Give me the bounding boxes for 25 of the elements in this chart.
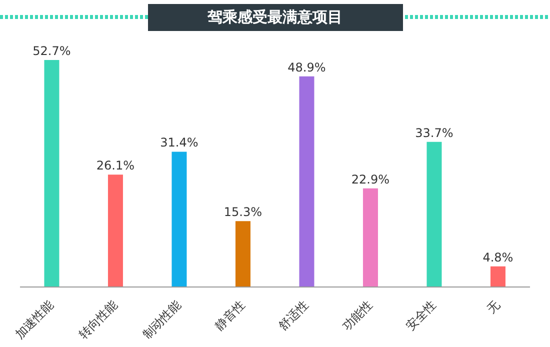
bar bbox=[172, 152, 187, 287]
data-label: 52.7% bbox=[32, 44, 71, 58]
data-label: 22.9% bbox=[351, 172, 390, 186]
x-tick-label: 转向性能 bbox=[76, 298, 120, 342]
data-label: 33.7% bbox=[415, 126, 454, 140]
data-label: 31.4% bbox=[160, 136, 198, 150]
bar bbox=[362, 188, 378, 287]
x-tick-label: 无 bbox=[484, 298, 503, 316]
x-tick-label: 功能性 bbox=[340, 298, 376, 333]
chart-title: 驾乘感受最满意项目 bbox=[148, 4, 402, 30]
data-label: 15.3% bbox=[224, 205, 262, 220]
x-tick-label: 舒适性 bbox=[276, 298, 312, 333]
data-label: 48.9% bbox=[288, 60, 326, 74]
bar bbox=[235, 221, 250, 287]
x-tick-label: 静音性 bbox=[212, 298, 248, 333]
x-tick-label: 制动性能 bbox=[140, 298, 184, 342]
x-tick-label: 加速性能 bbox=[12, 298, 56, 342]
bar bbox=[44, 60, 60, 287]
bar bbox=[299, 76, 314, 287]
bar bbox=[426, 142, 442, 287]
data-label: 26.1% bbox=[96, 158, 135, 173]
x-tick-label: 安全性 bbox=[403, 298, 439, 333]
bar bbox=[490, 266, 506, 287]
bar bbox=[108, 174, 123, 287]
data-label: 4.8% bbox=[482, 250, 514, 264]
